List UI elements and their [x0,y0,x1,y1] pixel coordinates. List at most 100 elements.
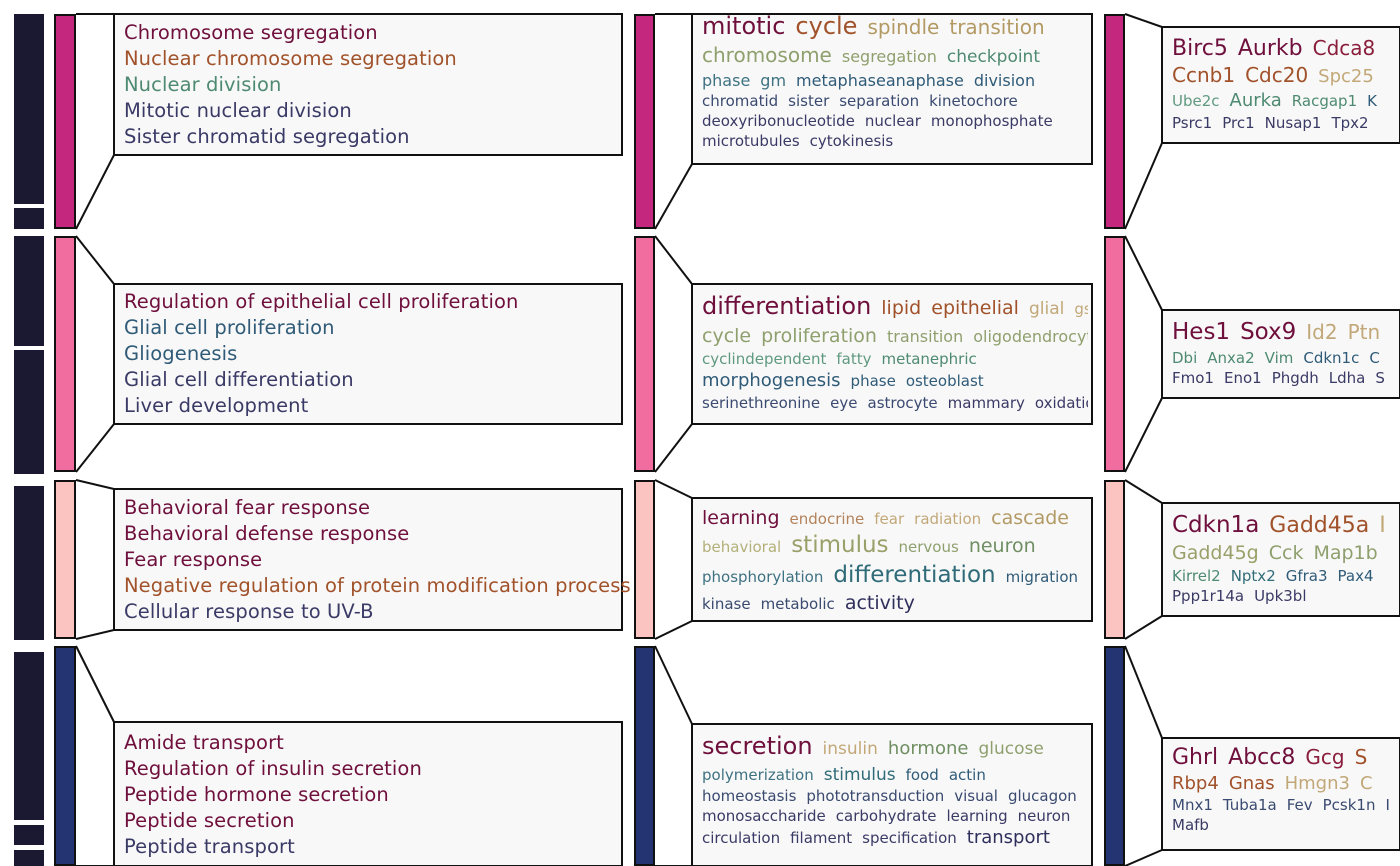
word-line: phosphorylation differentiation migration [702,561,1088,591]
gene-name: Ccnb1 [1172,63,1236,87]
gene-name: Eno1 [1223,369,1262,387]
row-block [14,825,44,845]
keyword: visual [954,787,998,805]
cluster-bar [1104,480,1125,639]
gene-name: Ppp1r14a [1172,587,1245,605]
keyword: migration [1005,568,1079,586]
keyword: kinetochore [929,92,1018,110]
keyword: morphogenesis [702,370,841,391]
gene-name: Tuba1a [1222,796,1277,814]
word-line: chromosome segregation checkpoint [702,43,1088,70]
keyword: oxidation [1034,394,1088,412]
keyword: differentiation [702,292,872,320]
go-term-list: Behavioral fear response Behavioral defen… [124,495,631,625]
word-line: secretion insulin hormone glucose [702,732,1088,764]
connector-line [1124,397,1163,473]
connector-line [654,235,693,285]
gene-cloud: Birc5 Aurkb Cdca8 Ccnb1 Cdc20 Spc25 Ube2c Aurka… [1172,35,1396,133]
word-line: Birc5 Aurkb Cdca8 [1172,35,1396,63]
keyword: cytokinesis [809,132,894,150]
gene-name: I [1385,796,1390,814]
gene-cloud: Hes1 Sox9 Id2 Ptn Dbi Anxa2 Vim Cdkn1c C Fmo1 Eno1… [1172,318,1396,388]
connector-line [1124,849,1163,866]
word-line: differentiation lipid epithelial glial gs [702,292,1088,324]
keyword: phototransduction [806,787,945,805]
keyword: deoxyribonucleotide [702,112,855,130]
connector-line [654,479,693,499]
keyword: fear [874,510,905,528]
gene-name: Ube2c [1172,92,1220,110]
gene-name: C [1369,349,1380,367]
keyword: fatty [836,350,872,368]
keyword: cascade [991,507,1069,529]
annotation-panel [691,283,1093,425]
keyword: serinethreonine [702,394,821,412]
gene-name: Racgap1 [1291,92,1358,110]
gene-name: Pax4 [1337,567,1374,585]
connector-line [75,645,115,723]
connector-line [1124,235,1163,311]
word-line: behavioral stimulus nervous neuron [702,531,1088,561]
connector-line [654,423,693,473]
connector-line [654,645,693,725]
go-term: Regulation of insulin secretion [124,757,422,780]
keyword: actin [948,766,986,784]
gene-name: Pcsk1n [1322,796,1376,814]
cluster-bar [634,14,655,229]
keyword: radiation [914,510,982,528]
gene-name: K [1367,92,1377,110]
keyword: phase [850,372,896,390]
keyword: phase [702,71,751,90]
word-line: microtubules cytokinesis [702,131,1088,151]
keyword: circulation [702,829,781,847]
gene-name: Nusap1 [1264,114,1322,132]
word-line: Dbi Anxa2 Vim Cdkn1c C [1172,348,1396,368]
word-line: Kirrel2 Nptx2 Gfra3 Pax4 [1172,566,1396,586]
word-line: Ube2c Aurka Racgap1 K [1172,89,1396,113]
gene-name: Rbp4 [1172,773,1219,794]
gene-name: Abcc8 [1228,745,1296,770]
gene-name: Ldha [1328,369,1366,387]
gene-name: Cck [1268,542,1304,564]
gene-name: Aurkb [1237,36,1303,61]
gene-name: Fmo1 [1172,369,1214,387]
keyword: polymerization [702,766,814,784]
keyword: differentiation [833,562,996,588]
keyword: learning [946,807,1008,825]
annotation-panel [691,723,1093,866]
go-term: Behavioral defense response [124,521,410,545]
keyword: checkpoint [946,47,1041,67]
gene-name: Map1b [1313,542,1378,564]
go-term: Gliogenesis [124,342,238,365]
gene-name: Ptn [1347,320,1381,344]
go-term: Peptide secretion [124,809,295,832]
go-term: Negative regulation of protein modificat… [124,573,631,597]
keyword: cycle [795,12,858,40]
word-line: Cdkn1a Gadd45a I [1172,511,1396,541]
gene-name: Id2 [1306,320,1338,344]
row-block [14,850,44,866]
gene-name: Hmgn3 [1284,773,1350,794]
keyword-cloud: differentiation lipid epithelial glial gs cyc… [702,292,1088,413]
keyword: transition [886,327,964,346]
gene-name: S [1354,745,1368,769]
row-block [14,208,44,229]
word-line: Ppp1r14a Upk3bl [1172,586,1396,606]
row-block [14,652,44,820]
word-line: chromatid sister separation kinetochore [702,91,1088,111]
word-line: cyclindependent fatty metanephric [702,349,1088,369]
word-line: Ccnb1 Cdc20 Spc25 [1172,63,1396,89]
keyword: phosphorylation [702,568,824,586]
keyword: monosaccharide [702,807,826,825]
keyword: stimulus [791,532,889,558]
keyword: endocrine [789,510,865,528]
go-term: Regulation of epithelial cell proliferat… [124,290,519,313]
keyword: chromosome [702,43,832,67]
word-line: learning endocrine fear radiation cascade [702,506,1088,531]
word-line: homeostasis phototransduction visual glucag… [702,786,1088,806]
gene-name: Aurka [1229,90,1282,111]
annotation-panel [113,13,623,156]
cluster-bar [634,646,655,866]
annotation-panel [113,283,623,425]
